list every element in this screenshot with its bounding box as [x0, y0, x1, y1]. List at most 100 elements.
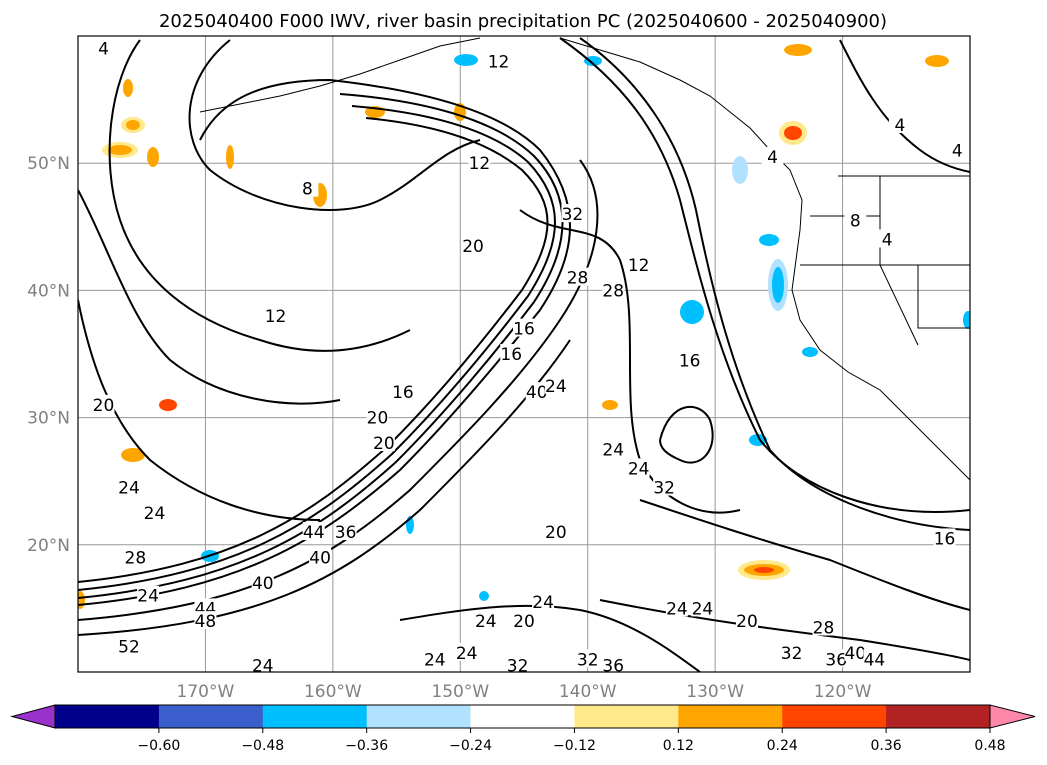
contour-line — [78, 93, 564, 599]
contour-label-bg — [500, 344, 523, 362]
contour-label: 16 — [392, 383, 414, 403]
contour-label-bg — [372, 433, 395, 452]
contour-label-bg — [423, 649, 446, 668]
contour-label-bg — [251, 572, 274, 591]
contour-label-bg — [92, 38, 115, 57]
colorbar-swatch — [470, 705, 575, 728]
contour-label-bg — [946, 140, 969, 159]
contour-label-bg — [506, 655, 529, 672]
colorbar-tick-label: −0.24 — [449, 738, 492, 754]
contour-label-bg — [544, 375, 567, 394]
colorbar-swatch — [782, 705, 887, 728]
contour-label-bg — [143, 503, 166, 521]
contour-label: 24 — [424, 650, 446, 670]
lon-tick-label: 170°W — [177, 682, 235, 702]
contour-label-bg — [665, 598, 688, 617]
contour-label: 36 — [602, 657, 624, 677]
contour-label-bg — [602, 439, 625, 458]
colorbar-frame — [54, 704, 991, 729]
colorbar-tick-label: 0.36 — [871, 738, 902, 754]
contour-line — [78, 117, 549, 583]
coastline-alaska-panhandle — [559, 37, 771, 151]
contour-line — [659, 405, 714, 464]
precip-positive-patch — [602, 400, 618, 410]
contour-label-bg — [602, 655, 625, 672]
precip-negative-patch — [584, 56, 602, 66]
contour-label-bg — [888, 115, 911, 134]
contour-line — [519, 209, 741, 514]
contour-label-bg — [691, 598, 714, 617]
contour-label: 24 — [456, 644, 478, 664]
lat-tick-label: 40°N — [27, 281, 70, 301]
contour-label: 28 — [125, 549, 147, 569]
contour-label: 4 — [895, 116, 906, 136]
lat-tick-label: 30°N — [27, 409, 70, 429]
coastline-alaska — [199, 37, 481, 113]
gridlines — [78, 36, 970, 672]
precip-positive-patch — [126, 120, 140, 130]
colorbar-swatch — [55, 705, 160, 728]
colorbar-tick-label: 0.12 — [663, 738, 694, 754]
contour-label: 24 — [666, 599, 688, 619]
contour-label-bg — [309, 547, 332, 566]
contour-label: 44 — [303, 523, 325, 543]
contour-label-bg — [124, 547, 147, 566]
contour-label-bg — [825, 649, 848, 668]
contour-label-bg — [566, 267, 589, 286]
contour-label: 40 — [526, 383, 548, 403]
contour-label: 40 — [844, 644, 866, 664]
contour-label: 44 — [864, 650, 886, 670]
lon-tick-label: 140°W — [559, 682, 617, 702]
contour-labels: 4121281220322828121616164016202020242424… — [92, 38, 969, 677]
precip-negative-patch — [963, 311, 970, 329]
contour-label: 20 — [545, 523, 567, 543]
contour-label: 24 — [252, 657, 274, 677]
colorbar-tick-label: −0.12 — [553, 738, 596, 754]
contour-label-bg — [302, 522, 325, 541]
contour-label-bg — [844, 642, 867, 661]
contour-label: 20 — [367, 409, 389, 429]
contour-label-bg — [933, 528, 956, 547]
contour-label: 16 — [513, 320, 535, 340]
contour-label-bg — [137, 585, 160, 604]
lon-tick-label: 160°W — [304, 682, 362, 702]
contour-line — [399, 604, 701, 672]
colorbar: −0.60 −0.48 −0.36 −0.24 −0.12 0.12 0.24 0.36 0.4… — [10, 704, 1036, 754]
contour-label-bg — [455, 642, 478, 661]
contour-line — [108, 39, 411, 352]
contour-label-bg — [736, 611, 758, 630]
contour-label: 20 — [93, 396, 115, 416]
chart-title: 2025040400 F000 IWV, river basin precipi… — [159, 11, 887, 32]
lon-tick-label: 120°W — [814, 682, 872, 702]
contour-label-bg — [544, 522, 567, 541]
contour-line — [78, 105, 556, 591]
colorbar-swatch — [886, 705, 991, 728]
contour-label-bg — [844, 210, 867, 229]
colorbar-tick-label: −0.36 — [345, 738, 388, 754]
contour-line — [188, 39, 481, 211]
contour-label: 40 — [252, 574, 274, 594]
contour-label: 32 — [562, 205, 584, 225]
contour-label-bg — [117, 477, 140, 496]
contour-label: 12 — [265, 307, 287, 327]
contour-label: 52 — [118, 638, 140, 658]
lat-tick-label: 50°N — [27, 154, 70, 174]
coastline-west-coast — [769, 149, 970, 481]
contour-label-bg — [513, 611, 535, 630]
contour-label-bg — [627, 254, 650, 273]
colorbar-swatch — [366, 705, 472, 728]
contour-label-bg — [876, 229, 899, 248]
contour-label: 32 — [653, 479, 675, 499]
contour-label: 20 — [513, 612, 535, 632]
contour-label: 24 — [545, 377, 567, 397]
contour-line — [559, 37, 970, 513]
contour-label: 36 — [335, 523, 357, 543]
precip-positive-patch — [147, 147, 159, 167]
contour-label: 24 — [532, 593, 554, 613]
contour-label-bg — [627, 458, 650, 477]
contour-label: 16 — [934, 529, 956, 549]
lat-tick-labels: 20°N 30°N 40°N 50°N — [27, 154, 70, 556]
precip-positive-patch — [78, 591, 85, 609]
contour-label-bg — [532, 592, 555, 611]
contour-label-bg — [92, 394, 115, 413]
